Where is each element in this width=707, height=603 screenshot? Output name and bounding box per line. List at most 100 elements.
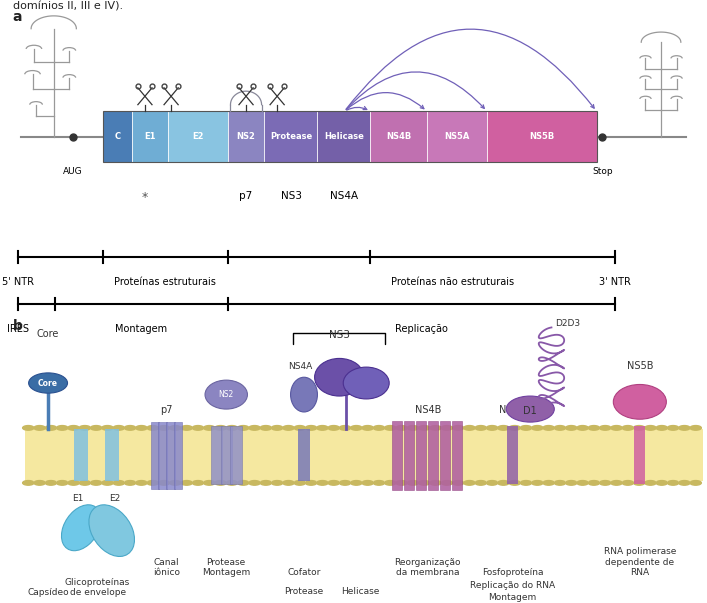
FancyArrowPatch shape: [346, 107, 367, 110]
Bar: [230, 426, 242, 484]
Circle shape: [611, 426, 622, 430]
Circle shape: [294, 426, 305, 430]
Text: Core: Core: [37, 329, 59, 339]
Circle shape: [486, 481, 498, 485]
Text: E1: E1: [72, 494, 83, 504]
Circle shape: [419, 426, 430, 430]
Text: AUG: AUG: [63, 167, 83, 176]
Circle shape: [464, 481, 475, 485]
Circle shape: [419, 481, 430, 485]
Circle shape: [226, 481, 238, 485]
Text: D1: D1: [523, 406, 537, 415]
Bar: [404, 421, 414, 490]
Circle shape: [520, 481, 532, 485]
Circle shape: [147, 426, 158, 430]
Text: E2: E2: [192, 132, 204, 141]
Ellipse shape: [205, 380, 247, 409]
Circle shape: [147, 481, 158, 485]
Bar: [174, 422, 182, 488]
Circle shape: [600, 426, 611, 430]
Text: Proteínas estruturais: Proteínas estruturais: [114, 277, 216, 287]
Circle shape: [339, 426, 351, 430]
Text: Protease: Protease: [270, 132, 312, 141]
Bar: [487, 112, 597, 162]
Text: NS2: NS2: [218, 390, 234, 399]
Circle shape: [452, 426, 464, 430]
Circle shape: [238, 426, 249, 430]
Circle shape: [441, 426, 452, 430]
Bar: [440, 421, 450, 490]
Bar: [634, 426, 645, 484]
Circle shape: [622, 426, 633, 430]
Circle shape: [90, 426, 102, 430]
Circle shape: [102, 426, 113, 430]
Text: NS4A: NS4A: [330, 191, 358, 201]
Text: 5' NTR: 5' NTR: [1, 277, 34, 287]
Circle shape: [543, 426, 554, 430]
Bar: [166, 422, 175, 488]
Bar: [416, 421, 426, 490]
Bar: [74, 429, 88, 481]
Text: p7: p7: [160, 405, 173, 415]
Circle shape: [260, 481, 271, 485]
Circle shape: [622, 481, 633, 485]
Text: NS3: NS3: [329, 330, 350, 339]
Text: p7: p7: [240, 191, 252, 201]
Circle shape: [305, 426, 317, 430]
Text: Reorganização
da membrana: Reorganização da membrana: [395, 558, 461, 577]
Circle shape: [124, 481, 136, 485]
Circle shape: [283, 481, 294, 485]
Circle shape: [136, 426, 147, 430]
Bar: [158, 422, 167, 488]
Circle shape: [667, 481, 679, 485]
Circle shape: [373, 481, 385, 485]
Bar: [132, 112, 168, 162]
Circle shape: [407, 481, 419, 485]
Circle shape: [34, 481, 45, 485]
Circle shape: [566, 426, 577, 430]
Bar: [370, 112, 427, 162]
Circle shape: [475, 481, 486, 485]
Circle shape: [679, 426, 690, 430]
Circle shape: [588, 481, 600, 485]
Bar: [427, 112, 487, 162]
Circle shape: [679, 481, 690, 485]
Circle shape: [339, 481, 351, 485]
Circle shape: [633, 426, 645, 430]
FancyArrowPatch shape: [346, 93, 424, 110]
Circle shape: [192, 426, 204, 430]
Circle shape: [373, 426, 385, 430]
Circle shape: [158, 426, 170, 430]
FancyArrowPatch shape: [346, 29, 594, 109]
Circle shape: [328, 426, 339, 430]
Bar: [228, 112, 264, 162]
Circle shape: [600, 481, 611, 485]
Circle shape: [532, 426, 543, 430]
Circle shape: [124, 426, 136, 430]
Circle shape: [396, 426, 407, 430]
Text: Proteínas não estruturais: Proteínas não estruturais: [391, 277, 514, 287]
Circle shape: [498, 481, 509, 485]
Circle shape: [690, 426, 701, 430]
Text: Fosfoproteína: Fosfoproteína: [482, 568, 543, 577]
Text: Helicase: Helicase: [324, 132, 364, 141]
Circle shape: [543, 481, 554, 485]
Circle shape: [192, 481, 204, 485]
Ellipse shape: [344, 367, 390, 399]
Circle shape: [396, 481, 407, 485]
Circle shape: [430, 481, 441, 485]
Circle shape: [566, 481, 577, 485]
Text: NS5A: NS5A: [445, 132, 469, 141]
Text: Protease: Protease: [284, 587, 324, 596]
Circle shape: [317, 426, 328, 430]
Text: Glicoproteínas
de envelope: Glicoproteínas de envelope: [65, 578, 130, 597]
Circle shape: [57, 426, 68, 430]
Circle shape: [317, 481, 328, 485]
Text: NS4B: NS4B: [414, 405, 441, 415]
Circle shape: [407, 426, 419, 430]
Bar: [428, 421, 438, 490]
Ellipse shape: [28, 373, 68, 393]
Circle shape: [23, 481, 34, 485]
Circle shape: [170, 426, 181, 430]
Text: Protease
Montagem: Protease Montagem: [202, 558, 250, 577]
